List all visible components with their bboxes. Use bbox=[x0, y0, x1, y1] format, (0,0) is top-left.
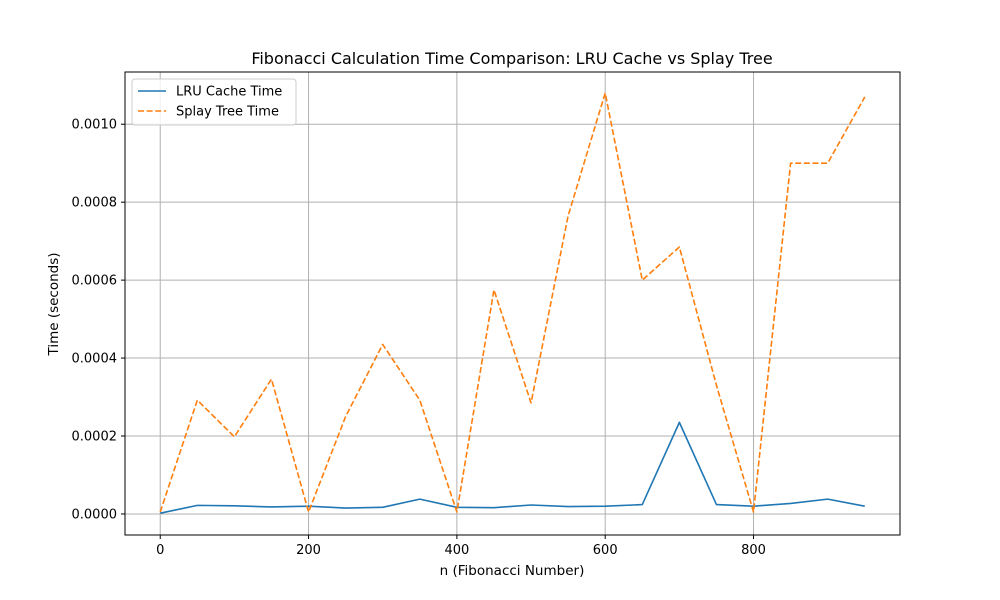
x-axis-label: n (Fibonacci Number) bbox=[440, 563, 585, 579]
x-tick-label: 200 bbox=[296, 543, 321, 558]
x-tick-label: 800 bbox=[741, 543, 766, 558]
legend-label: LRU Cache Time bbox=[176, 85, 282, 100]
series-lines bbox=[159, 92, 866, 514]
y-tick-label: 0.0004 bbox=[72, 352, 118, 367]
x-tick-label: 600 bbox=[593, 543, 618, 558]
x-tick-label: 0 bbox=[156, 543, 164, 558]
legend: LRU Cache Time Splay Tree Time bbox=[131, 78, 297, 126]
y-axis-label: Time (seconds) bbox=[46, 252, 62, 356]
series-line-lru-cache bbox=[160, 421, 865, 514]
legend-label: Splay Tree Time bbox=[176, 105, 279, 120]
x-tick-label: 400 bbox=[444, 543, 469, 558]
legend-box bbox=[131, 78, 297, 126]
y-tick-label: 0.0010 bbox=[72, 118, 118, 133]
y-tick-label: 0.0006 bbox=[72, 274, 118, 289]
chart-title: Fibonacci Calculation Time Comparison: L… bbox=[251, 49, 772, 68]
y-tick-label: 0.0008 bbox=[72, 196, 118, 211]
axis-ticks: 0 200 400 600 800 0.0000 0.0002 0.0004 0.0006 0.0… bbox=[72, 118, 766, 558]
series-line-splay-tree bbox=[159, 92, 866, 513]
y-tick-label: 0.0000 bbox=[72, 507, 118, 522]
grid-lines bbox=[125, 72, 900, 535]
y-tick-label: 0.0002 bbox=[72, 430, 118, 445]
plot-frame bbox=[124, 71, 901, 536]
